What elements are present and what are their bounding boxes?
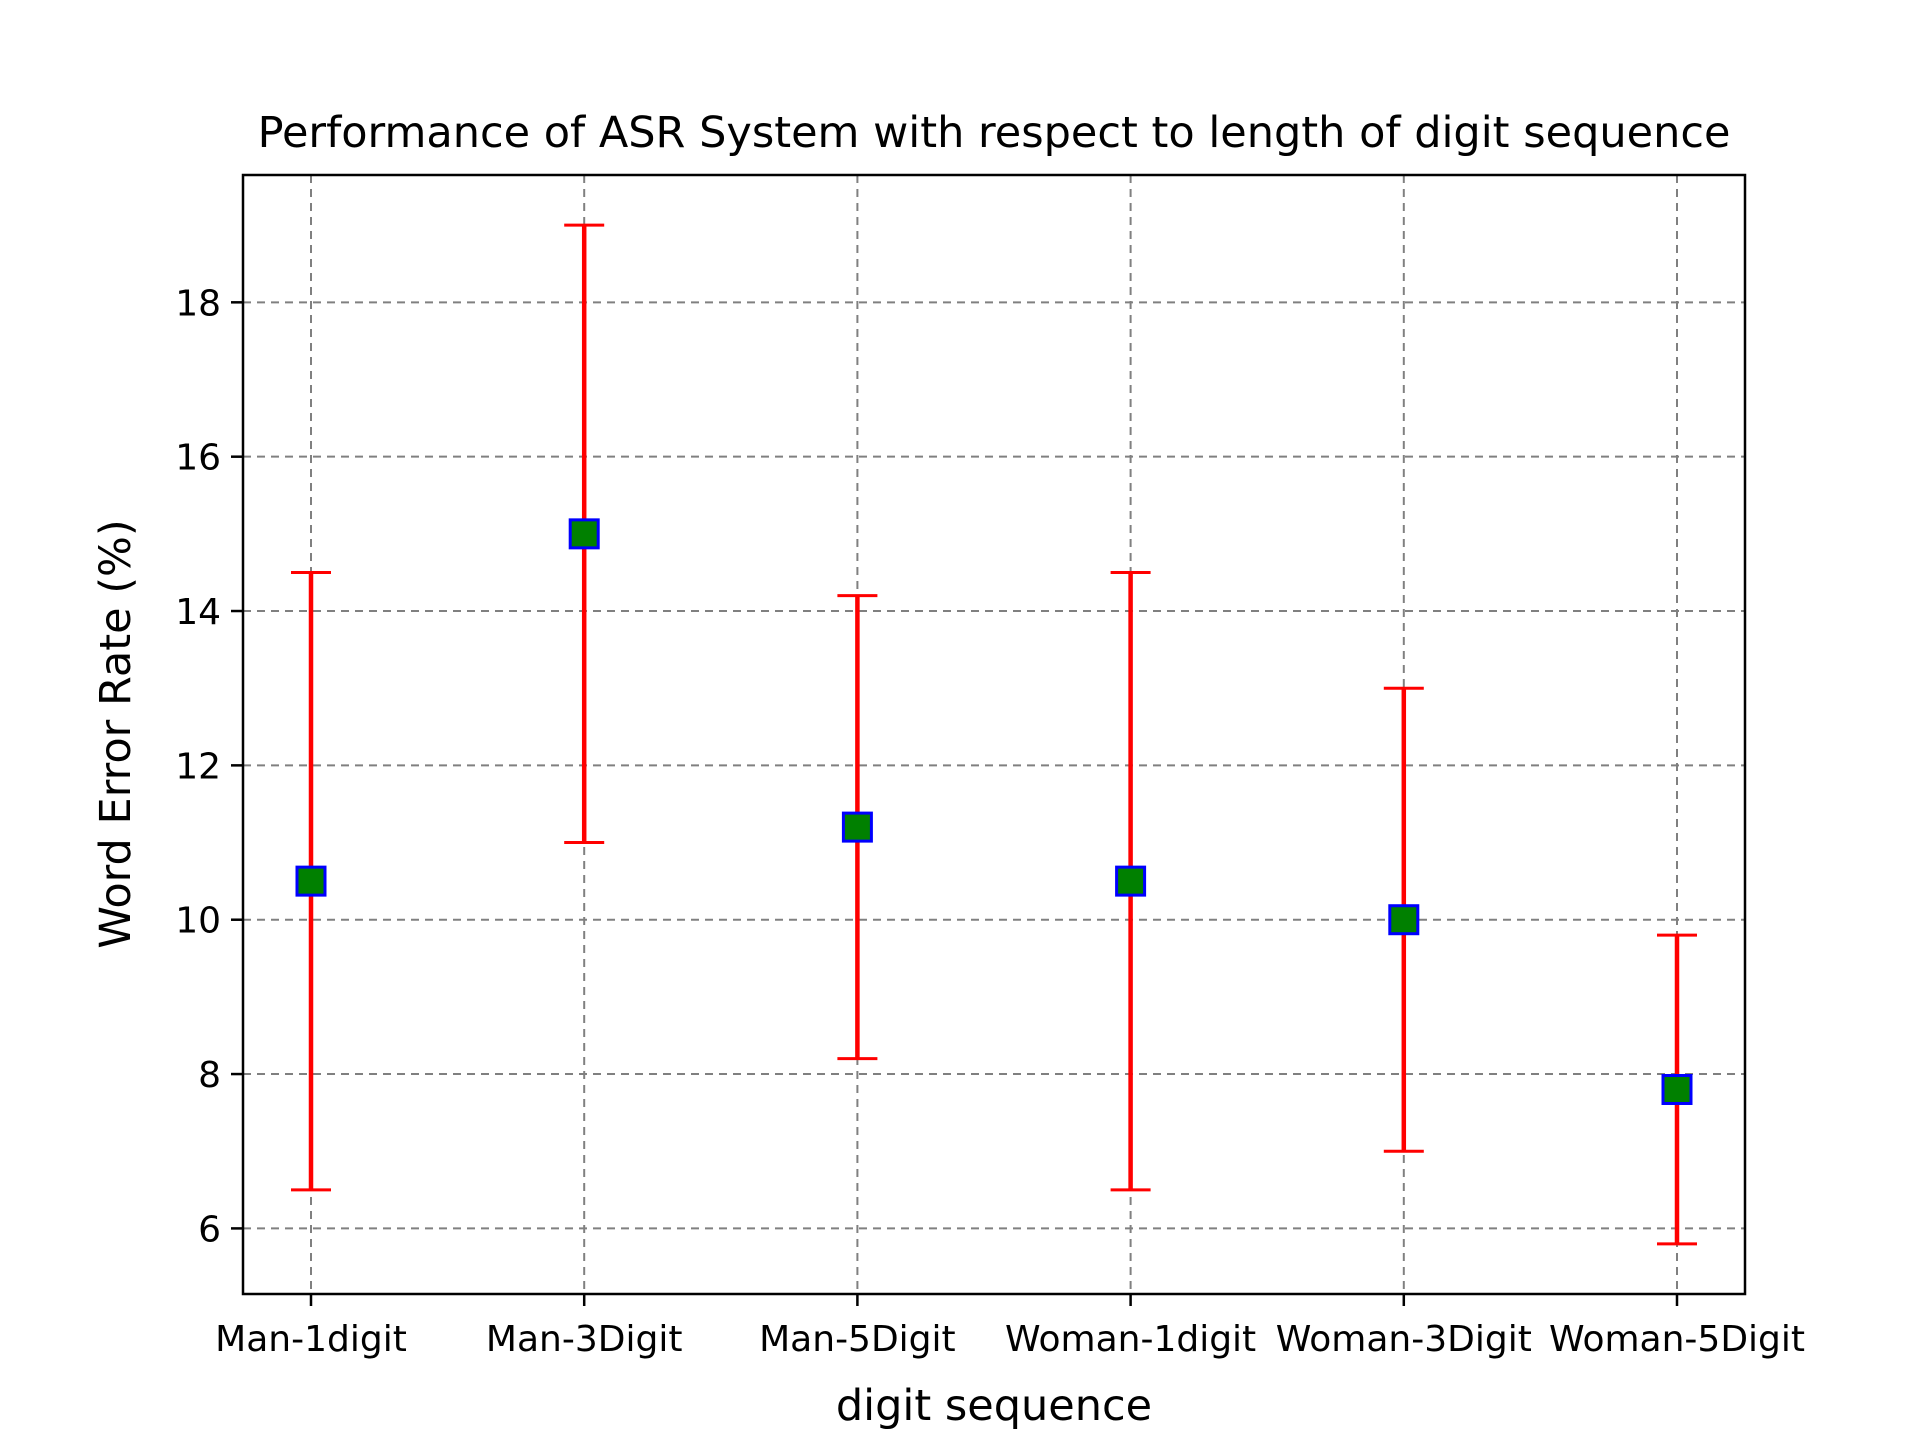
data-point-marker xyxy=(568,518,600,550)
y-axis-label: Word Error Rate (%) xyxy=(91,519,141,948)
data-point-marker xyxy=(841,811,873,843)
x-tick-label: Man-5Digit xyxy=(759,1319,956,1360)
x-axis: Man-1digit Man-3Digit Man-5Digit Woman-1dig… xyxy=(215,1294,1805,1360)
chart-title: Performance of ASR System with respect t… xyxy=(258,108,1731,158)
error-bars xyxy=(291,223,1697,1246)
x-tick-label: Woman-1digit xyxy=(1005,1319,1256,1360)
x-tick-label: Woman-3Digit xyxy=(1276,1319,1532,1360)
x-tick-label: Man-1digit xyxy=(215,1319,407,1360)
data-point-marker xyxy=(295,865,327,897)
y-tick-label: 6 xyxy=(198,1209,221,1250)
data-points xyxy=(295,518,1693,1105)
y-axis: 6 8 10 12 14 16 18 xyxy=(175,283,243,1250)
y-tick-label: 10 xyxy=(175,901,221,942)
x-axis-label: digit sequence xyxy=(836,1381,1152,1431)
data-point-marker xyxy=(1661,1073,1693,1105)
plot-frame xyxy=(241,173,1747,1296)
grid xyxy=(243,175,1745,1294)
data-point-marker xyxy=(1115,865,1147,897)
x-tick-label: Woman-5Digit xyxy=(1549,1319,1805,1360)
y-tick-label: 16 xyxy=(175,438,221,479)
y-tick-label: 18 xyxy=(175,283,221,324)
y-tick-label: 14 xyxy=(175,592,221,633)
data-point-marker xyxy=(1388,904,1420,936)
y-tick-label: 12 xyxy=(175,746,221,787)
y-tick-label: 8 xyxy=(198,1055,221,1096)
x-tick-label: Man-3Digit xyxy=(486,1319,683,1360)
